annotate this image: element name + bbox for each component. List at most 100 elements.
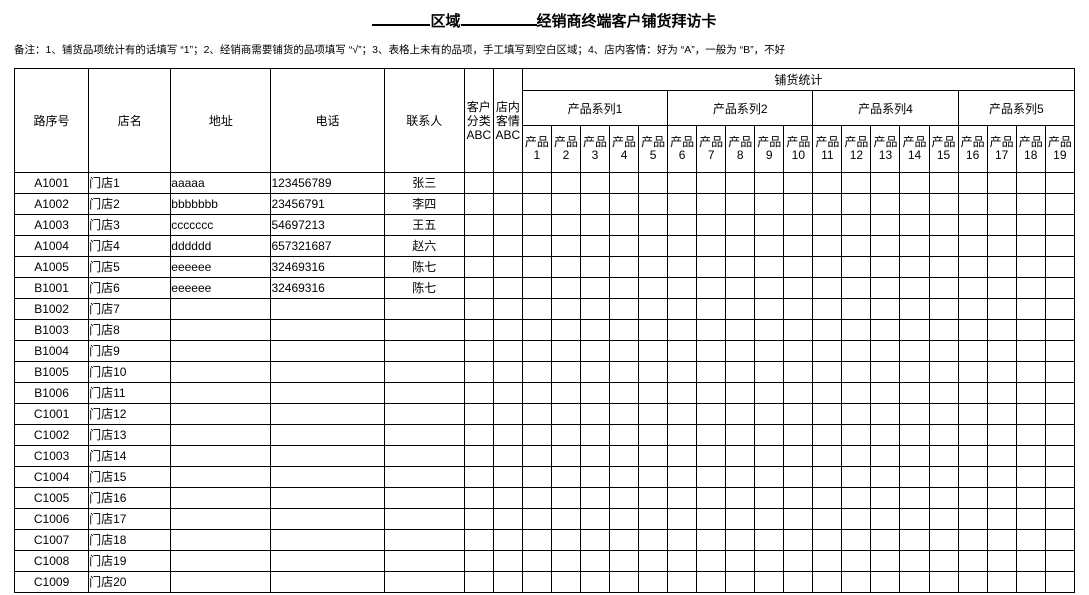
cell-product-6[interactable]	[667, 193, 698, 215]
cell-contact[interactable]	[383, 403, 465, 425]
cell-store-relation[interactable]	[492, 340, 523, 362]
cell-product-6[interactable]	[667, 256, 698, 278]
cell-product-13[interactable]	[870, 403, 901, 425]
cell-product-3[interactable]	[579, 361, 611, 383]
cell-product-7[interactable]	[696, 340, 727, 362]
cell-product-8[interactable]	[725, 508, 756, 530]
cell-product-2[interactable]	[550, 487, 581, 509]
cell-product-19[interactable]	[1044, 382, 1076, 404]
cell-product-9[interactable]	[754, 193, 785, 215]
cell-store-relation[interactable]	[492, 319, 523, 341]
cell-product-14[interactable]	[899, 277, 930, 299]
cell-product-1[interactable]	[521, 214, 552, 236]
cell-store-name[interactable]: 门店12	[88, 403, 172, 425]
cell-route-no[interactable]: C1008	[13, 550, 90, 572]
cell-product-13[interactable]	[870, 277, 901, 299]
cell-product-17[interactable]	[986, 298, 1017, 320]
cell-product-5[interactable]	[638, 424, 669, 446]
cell-product-1[interactable]	[521, 193, 552, 215]
cell-product-17[interactable]	[986, 256, 1017, 278]
cell-product-6[interactable]	[667, 298, 698, 320]
cell-product-2[interactable]	[550, 424, 581, 446]
cell-product-13[interactable]	[870, 193, 901, 215]
cell-product-15[interactable]	[928, 403, 959, 425]
cell-product-16[interactable]	[957, 382, 988, 404]
cell-route-no[interactable]: A1001	[13, 172, 90, 194]
cell-product-3[interactable]	[579, 256, 611, 278]
table-row[interactable]: B1003 门店8	[13, 319, 1076, 341]
cell-contact[interactable]	[383, 319, 465, 341]
cell-product-1[interactable]	[521, 571, 552, 593]
cell-store-relation[interactable]	[492, 235, 523, 257]
cell-product-11[interactable]	[812, 298, 843, 320]
cell-route-no[interactable]: A1003	[13, 214, 90, 236]
table-row[interactable]: B1001 门店6 eeeeee 32469316 陈七	[13, 277, 1076, 299]
cell-product-4[interactable]	[609, 361, 640, 383]
cell-product-10[interactable]	[783, 487, 814, 509]
cell-customer-class[interactable]	[463, 508, 494, 530]
cell-product-10[interactable]	[783, 529, 814, 551]
cell-address[interactable]	[170, 403, 272, 425]
cell-product-14[interactable]	[899, 529, 930, 551]
table-row[interactable]: A1001 门店1 aaaaa 123456789 张三	[13, 172, 1076, 194]
cell-product-19[interactable]	[1044, 214, 1076, 236]
cell-product-6[interactable]	[667, 319, 698, 341]
cell-product-18[interactable]	[1015, 529, 1046, 551]
cell-store-name[interactable]: 门店16	[88, 487, 172, 509]
cell-product-19[interactable]	[1044, 256, 1076, 278]
cell-product-11[interactable]	[812, 403, 843, 425]
cell-product-9[interactable]	[754, 256, 785, 278]
cell-address[interactable]	[170, 382, 272, 404]
cell-contact[interactable]: 陈七	[383, 256, 465, 278]
cell-product-12[interactable]	[841, 340, 872, 362]
cell-store-relation[interactable]	[492, 382, 523, 404]
cell-product-11[interactable]	[812, 508, 843, 530]
cell-customer-class[interactable]	[463, 340, 494, 362]
cell-customer-class[interactable]	[463, 214, 494, 236]
cell-product-10[interactable]	[783, 172, 814, 194]
cell-product-7[interactable]	[696, 172, 727, 194]
cell-product-6[interactable]	[667, 361, 698, 383]
cell-product-2[interactable]	[550, 256, 581, 278]
cell-product-12[interactable]	[841, 571, 872, 593]
cell-product-10[interactable]	[783, 382, 814, 404]
table-row[interactable]: C1009 门店20	[13, 571, 1076, 593]
cell-route-no[interactable]: A1002	[13, 193, 90, 215]
cell-product-12[interactable]	[841, 382, 872, 404]
cell-address[interactable]	[170, 529, 272, 551]
cell-product-1[interactable]	[521, 445, 552, 467]
cell-product-7[interactable]	[696, 508, 727, 530]
cell-contact[interactable]: 张三	[383, 172, 465, 194]
cell-store-name[interactable]: 门店11	[88, 382, 172, 404]
cell-product-8[interactable]	[725, 403, 756, 425]
cell-store-name[interactable]: 门店19	[88, 550, 172, 572]
cell-product-10[interactable]	[783, 508, 814, 530]
cell-product-12[interactable]	[841, 193, 872, 215]
cell-address[interactable]	[170, 424, 272, 446]
cell-product-19[interactable]	[1044, 487, 1076, 509]
cell-product-9[interactable]	[754, 487, 785, 509]
cell-product-14[interactable]	[899, 193, 930, 215]
cell-store-relation[interactable]	[492, 403, 523, 425]
cell-product-5[interactable]	[638, 319, 669, 341]
cell-product-18[interactable]	[1015, 193, 1046, 215]
cell-product-13[interactable]	[870, 529, 901, 551]
cell-product-1[interactable]	[521, 382, 552, 404]
cell-customer-class[interactable]	[463, 193, 494, 215]
cell-product-14[interactable]	[899, 466, 930, 488]
cell-product-2[interactable]	[550, 403, 581, 425]
cell-product-1[interactable]	[521, 298, 552, 320]
cell-product-3[interactable]	[579, 529, 611, 551]
cell-store-name[interactable]: 门店3	[88, 214, 172, 236]
cell-store-name[interactable]: 门店13	[88, 424, 172, 446]
cell-product-6[interactable]	[667, 340, 698, 362]
cell-product-7[interactable]	[696, 214, 727, 236]
cell-product-5[interactable]	[638, 340, 669, 362]
cell-product-15[interactable]	[928, 508, 959, 530]
cell-store-name[interactable]: 门店14	[88, 445, 172, 467]
cell-route-no[interactable]: C1003	[13, 445, 90, 467]
cell-product-5[interactable]	[638, 235, 669, 257]
cell-product-6[interactable]	[667, 403, 698, 425]
cell-route-no[interactable]: C1001	[13, 403, 90, 425]
cell-product-1[interactable]	[521, 319, 552, 341]
